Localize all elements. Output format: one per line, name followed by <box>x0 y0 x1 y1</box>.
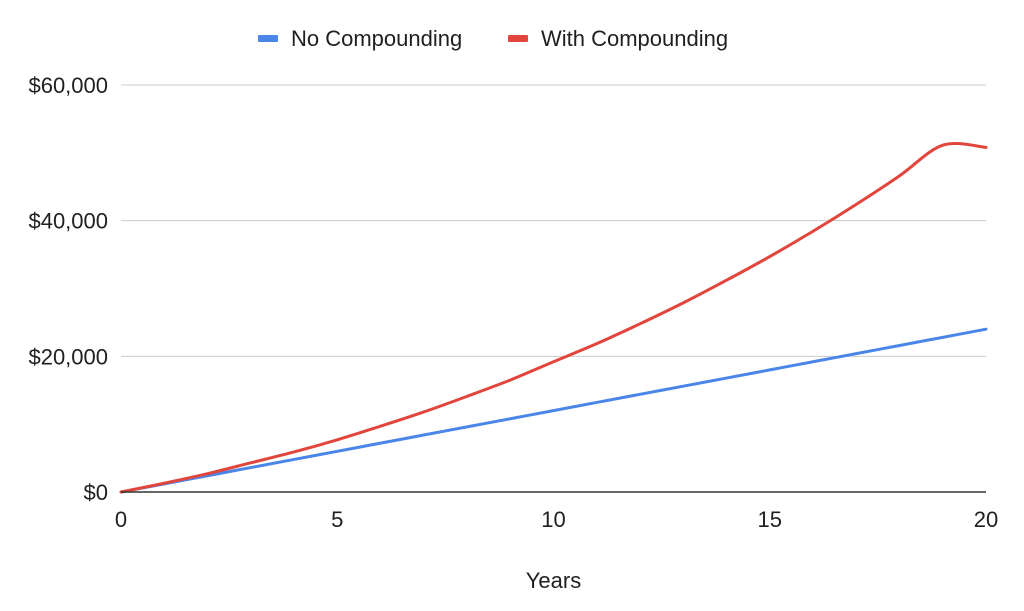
legend-label: No Compounding <box>291 26 462 51</box>
y-tick-label: $60,000 <box>28 73 108 98</box>
series-line-with-compounding <box>119 141 988 494</box>
gridlines <box>121 84 986 357</box>
series-line-no-compounding <box>119 327 988 494</box>
legend-swatch <box>258 35 278 42</box>
x-tick-label: 10 <box>541 507 565 532</box>
x-tick-label: 20 <box>974 507 998 532</box>
x-axis-ticks: 0 5 10 15 20 <box>115 507 998 532</box>
x-tick-label: 0 <box>115 507 127 532</box>
legend-swatch <box>508 35 528 42</box>
x-tick-label: 15 <box>758 507 782 532</box>
legend-label: With Compounding <box>541 26 728 51</box>
y-tick-label: $0 <box>84 480 108 505</box>
x-tick-label: 5 <box>331 507 343 532</box>
y-tick-label: $40,000 <box>28 209 108 234</box>
x-axis-title: Years <box>526 568 581 593</box>
y-axis-ticks: $0 $20,000 $40,000 $60,000 <box>28 73 108 505</box>
legend: No Compounding With Compounding <box>258 26 728 51</box>
series-lines <box>119 141 988 494</box>
y-tick-label: $20,000 <box>28 344 108 369</box>
